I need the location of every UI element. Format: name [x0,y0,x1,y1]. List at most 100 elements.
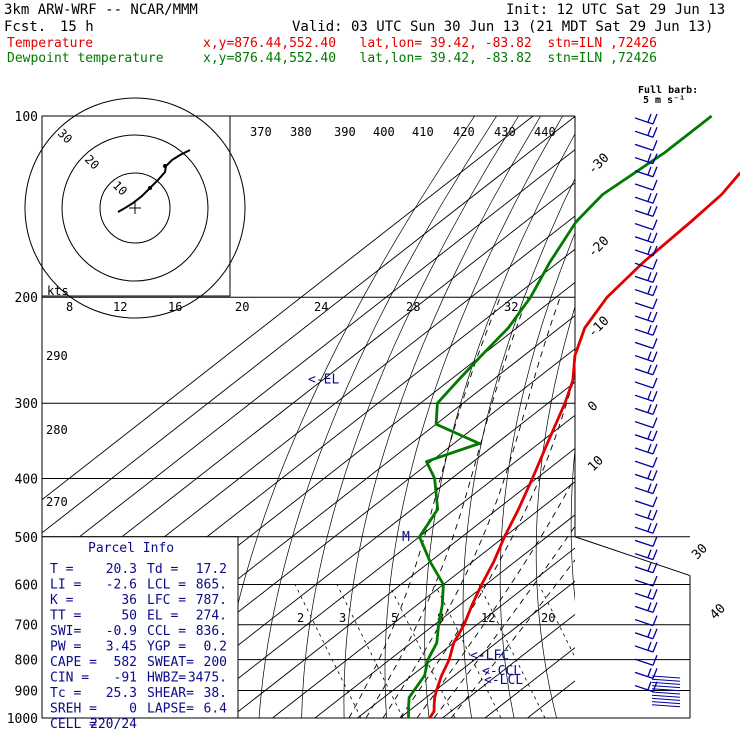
moist-adiabat [416,475,575,718]
barb-staff [634,500,654,508]
theta-label: 380 [290,125,312,139]
parcel-key: PW = [50,640,81,655]
parcel-value: 0.2 [204,640,227,655]
moist-label: 8 [66,300,73,314]
temperature-location: x,y=876.44,552.40 lat,lon= 39.42, -83.82… [203,36,657,51]
barb-flag [647,285,652,294]
mid-marker: M [402,530,410,545]
barb-flag [652,166,658,178]
barb-key-line1: Full barb: [638,85,699,96]
mixing-ratio-lines [294,584,575,718]
barb-flag [647,232,652,242]
dry-adiabat [535,305,575,718]
dry-adiabat [258,116,497,718]
hodograph-ring-30 [24,97,246,319]
valid-time: Valid: 03 UTC Sun 30 Jun 13 (21 MDT Sat … [292,19,714,35]
parcel-info-panel: Parcel Info T = 20.3 Td = 17.2 LI = -2.6 LCL = 8… [41,536,239,732]
dry-adiabat [301,116,519,718]
parcel-key: CCL = [147,624,186,639]
wind-barb [634,153,658,165]
barb-flag [652,588,658,600]
parcel-key: CAPE = [50,655,97,670]
mixing-label: 5 [391,611,398,625]
hodograph-point [148,186,152,190]
hodograph-ring-10 [99,172,171,244]
hodograph-frame [41,115,231,297]
dewpoint-legend: Dewpoint temperature [7,51,164,66]
dry-adiabat [462,177,575,718]
barb-flag [647,364,652,374]
wind-barb [634,245,658,257]
parcel-value: 6.4 [204,702,228,717]
moist-label: 16 [168,300,182,314]
isotherm-line [229,447,575,718]
wind-barb [634,324,658,336]
wind-barb [634,140,658,152]
lfc-marker: <-LFC [470,648,509,663]
barb-staff [634,236,654,244]
wind-barb [634,285,658,297]
barb-flag [652,470,658,481]
barb-flag [652,258,658,270]
dry-adiabat [638,116,717,718]
pressure-label-900: 900 [15,684,38,699]
moist-label: 32 [504,300,518,314]
parcel-value: 17.2 [196,562,227,577]
barb-flag [652,351,658,362]
wind-barb [634,496,658,508]
hodograph-ring-20 [61,134,209,282]
wind-barb [634,219,658,231]
parcel-value: 3.45 [106,640,137,655]
ccl-marker: <-CCL [482,664,521,679]
barb-flag [652,430,658,442]
barb-staff [634,302,654,310]
dry-adiabat [570,446,575,602]
isotherm-label: 40 [707,601,729,623]
barb-flag [652,641,658,653]
barb-flag [652,232,658,244]
barb-flag [652,615,658,626]
theta-label: 420 [453,125,475,139]
dry-adiabat [499,232,575,718]
parcel-value: 865. [196,578,227,593]
wind-barb [634,681,658,693]
wind-barb [634,192,658,204]
mixing-label: 2 [297,611,304,625]
barb-flag [652,245,658,257]
parcel-key: LI = [50,578,81,593]
barb-flag [647,628,652,638]
wind-barb [634,549,658,561]
isotherm-label: 30 [689,541,711,563]
barb-flag [647,522,652,532]
parcel-value: 36 [121,593,137,608]
wind-barb [634,562,658,574]
wind-barb [634,351,658,363]
barb-flag [647,272,652,281]
barb-flag [652,602,658,613]
isotherm-label: -30 [585,151,612,178]
wind-barb-low [651,691,681,695]
wind-barb [634,483,658,495]
dewpoint-profile [407,114,713,718]
dry-adiabat [670,116,739,718]
wind-barb [634,258,658,270]
theta-label: 440 [534,125,556,139]
dry-adiabat-lines [216,116,739,718]
barb-flag [652,338,658,349]
wind-barb [634,641,658,653]
parcel-key: SHEAR= [147,686,194,701]
barb-flag [652,153,658,164]
barb-flag [647,390,652,400]
barb-staff [634,288,654,297]
barb-flag [647,351,652,360]
isotherm-line [357,547,575,718]
isotherm-line [144,381,575,718]
moist-label: 24 [314,300,328,314]
barb-flag [652,404,658,415]
wind-barb [634,628,658,640]
barb-flag [647,245,652,255]
dewpoint-location: x,y=876.44,552.40 lat,lon= 39.42, -83.82… [203,51,657,66]
barb-flag [652,219,658,230]
wind-barb-low [651,685,681,689]
wind-barb-low [651,701,681,705]
